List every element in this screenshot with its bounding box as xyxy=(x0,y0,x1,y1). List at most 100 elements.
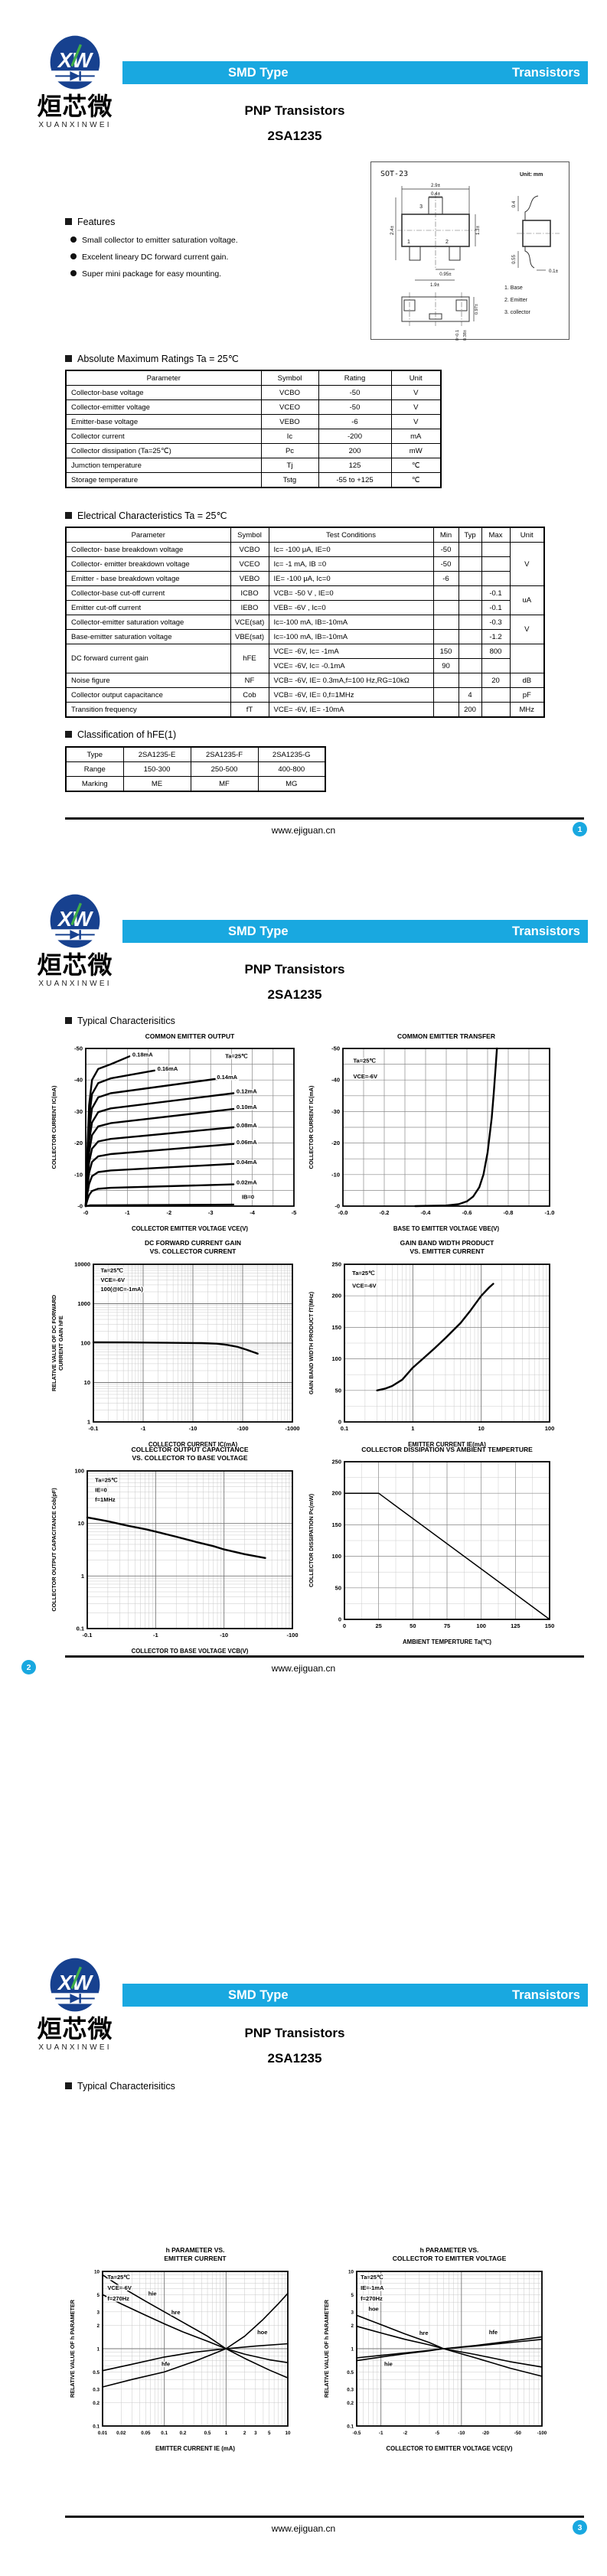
cell: Collector output capacitance xyxy=(65,687,231,703)
chart-gain-bandwidth-product: GAIN BAND WIDTH PRODUCT VS. EMITTER CURRE… xyxy=(308,1239,555,1448)
table-row: Collector-base voltage VCBO -50 V xyxy=(65,385,442,400)
svg-text:-1: -1 xyxy=(379,2431,383,2436)
cell: Collector- base breakdown voltage xyxy=(65,542,231,557)
cell: IEBO xyxy=(230,600,269,615)
cell: Ic=-100 mA, IB=-10mA xyxy=(268,615,434,630)
table-row: Collector-base cut-off current ICBO VCB= -… xyxy=(65,585,545,615)
cell: MHz xyxy=(509,702,545,718)
svg-text:100: 100 xyxy=(331,1355,341,1362)
cell xyxy=(481,571,511,586)
table-row: DC forward current gain hFE VCE= -6V, Ic= … xyxy=(65,644,545,673)
section-title: Typical Characterisitics xyxy=(77,2081,175,2092)
cell: Transition frequency xyxy=(65,702,231,718)
page-header: XW 烜芯微 XUANXINWEI SMD Type Transistors P… xyxy=(0,893,607,1019)
svg-text:GAIN BAND WIDTH PRODUCT fT(MHz: GAIN BAND WIDTH PRODUCT fT(MHz) xyxy=(308,1291,315,1394)
svg-text:0.1: 0.1 xyxy=(341,1425,348,1432)
cell: VCE= -6V, IE= -10mA xyxy=(268,702,434,718)
chart-h-parameter-vs-vce: h PARAMETER VS. COLLECTOR TO EMITTER VOLT… xyxy=(323,2246,547,2452)
svg-text:-3: -3 xyxy=(208,1209,214,1216)
company-name-en: XUANXINWEI xyxy=(38,120,112,129)
svg-text:Ta=25℃: Ta=25℃ xyxy=(352,1270,375,1277)
cell: Emitter cut-off current xyxy=(65,600,231,615)
svg-text:EMITTER CURRENT IE (mA): EMITTER CURRENT IE (mA) xyxy=(155,2445,235,2452)
svg-text:0: 0 xyxy=(338,1418,341,1425)
company-name-cn: 烜芯微 xyxy=(37,93,113,120)
list-item: Excelent lineary DC forward current gain… xyxy=(70,253,238,262)
col-header: Min xyxy=(432,527,459,543)
svg-text:IB=0: IB=0 xyxy=(242,1194,254,1201)
svg-text:-40: -40 xyxy=(74,1077,83,1084)
cell: VCEO xyxy=(260,399,319,415)
cell: Storage temperature xyxy=(65,472,262,488)
cell: -6 xyxy=(432,571,459,586)
table-row: Base-emitter saturation voltage VBE(sat) I… xyxy=(65,629,544,644)
header-banner: SMD Type Transistors xyxy=(122,920,588,943)
cell: -50 xyxy=(318,385,392,400)
pin-2-number: 2 xyxy=(445,240,449,245)
svg-text:0.18mA: 0.18mA xyxy=(132,1052,153,1058)
table-row: Collector current Ic -200 mA xyxy=(65,429,442,444)
svg-text:-30: -30 xyxy=(331,1108,340,1115)
cell xyxy=(458,556,482,572)
svg-text:5: 5 xyxy=(268,2431,271,2436)
cell xyxy=(458,571,482,586)
cell xyxy=(458,673,482,688)
table-row: Collector dissipation (Ta=25℃) Pc 200 mW xyxy=(65,443,442,458)
svg-text:0.04mA: 0.04mA xyxy=(237,1159,257,1166)
cell: 400-800 xyxy=(257,761,326,777)
table-header-row: Parameter Symbol Test Conditions Min Typ… xyxy=(65,527,545,543)
logo-green-accent xyxy=(70,44,83,67)
section-heading-ec: Electrical Characteristics Ta = 25℃ xyxy=(65,510,227,521)
cell xyxy=(432,615,459,630)
cell: VCE= -6V, Ic= -1mA xyxy=(268,644,434,659)
table-row: Type 2SA1235-E 2SA1235-F 2SA1235-G xyxy=(65,746,326,762)
svg-text:-50: -50 xyxy=(74,1045,83,1052)
svg-text:0.02mA: 0.02mA xyxy=(237,1179,257,1186)
feature-text: Excelent lineary DC forward current gain… xyxy=(82,253,229,262)
svg-text:Ta=25℃: Ta=25℃ xyxy=(354,1058,377,1065)
svg-text:100: 100 xyxy=(331,1554,341,1560)
svg-text:0.10mA: 0.10mA xyxy=(237,1104,257,1111)
cell: Ic= -1 mA, IB =0 xyxy=(268,556,434,572)
svg-text:-10: -10 xyxy=(220,1632,228,1639)
cell: -50 xyxy=(432,556,459,572)
chart-collector-output-capacitance: COLLECTOR OUTPUT CAPACITANCE VS. COLLECTO… xyxy=(51,1446,299,1655)
cell: Emitter-base voltage xyxy=(65,414,262,429)
svg-text:-40: -40 xyxy=(331,1077,340,1084)
cell: Cob xyxy=(230,687,269,703)
logo-green-accent xyxy=(70,1966,83,1990)
svg-text:1: 1 xyxy=(81,1573,84,1580)
cell: mW xyxy=(390,443,442,458)
banner-left-label: SMD Type xyxy=(228,924,289,938)
table-row: Collector output capacitance Cob VCB= -6V,… xyxy=(65,687,545,703)
bullet-dot-icon xyxy=(70,270,77,276)
table-row: Emitter-base voltage VEBO -6 V xyxy=(65,414,442,429)
svg-text:RELATIVE VALUE OF DC FORWARD: RELATIVE VALUE OF DC FORWARD xyxy=(51,1295,57,1391)
chart-collector-dissipation: COLLECTOR DISSIPATION VS AMBIENT TEMPERT… xyxy=(308,1446,555,1646)
footer-url: www.ejiguan.cn xyxy=(271,1663,336,1674)
cell: 90 xyxy=(432,658,459,673)
svg-text:5: 5 xyxy=(351,2293,354,2298)
chart-dc-forward-current-gain: DC FORWARD CURRENT GAIN VS. COLLECTOR CUR… xyxy=(51,1239,300,1448)
cell xyxy=(481,687,511,703)
cell: VEBO xyxy=(230,571,269,586)
cell: Type xyxy=(65,746,124,762)
svg-text:10: 10 xyxy=(478,1425,484,1432)
cell: uA xyxy=(509,585,545,615)
cell: ICBO xyxy=(230,585,269,601)
cell: -50 xyxy=(318,399,392,415)
footer-url: www.ejiguan.cn xyxy=(271,825,336,836)
svg-text:0.05: 0.05 xyxy=(141,2431,151,2436)
svg-text:0.3: 0.3 xyxy=(93,2387,100,2392)
svg-text:COLLECTOR CURRENT IC(mA): COLLECTOR CURRENT IC(mA) xyxy=(51,1085,57,1169)
svg-text:1: 1 xyxy=(411,1425,414,1432)
svg-text:-1: -1 xyxy=(125,1209,130,1216)
svg-text:-0.5: -0.5 xyxy=(353,2431,361,2436)
feature-text: Small collector to emitter saturation vo… xyxy=(82,236,238,245)
table-row: Marking ME MF MG xyxy=(65,776,326,792)
section-heading-amr: Absolute Maximum Ratings Ta = 25℃ xyxy=(65,353,239,364)
svg-text:75: 75 xyxy=(444,1622,450,1629)
company-logo: XW 烜芯微 XUANXINWEI xyxy=(29,1957,121,2052)
cell: ME xyxy=(122,776,191,792)
svg-text:-1: -1 xyxy=(141,1425,146,1432)
